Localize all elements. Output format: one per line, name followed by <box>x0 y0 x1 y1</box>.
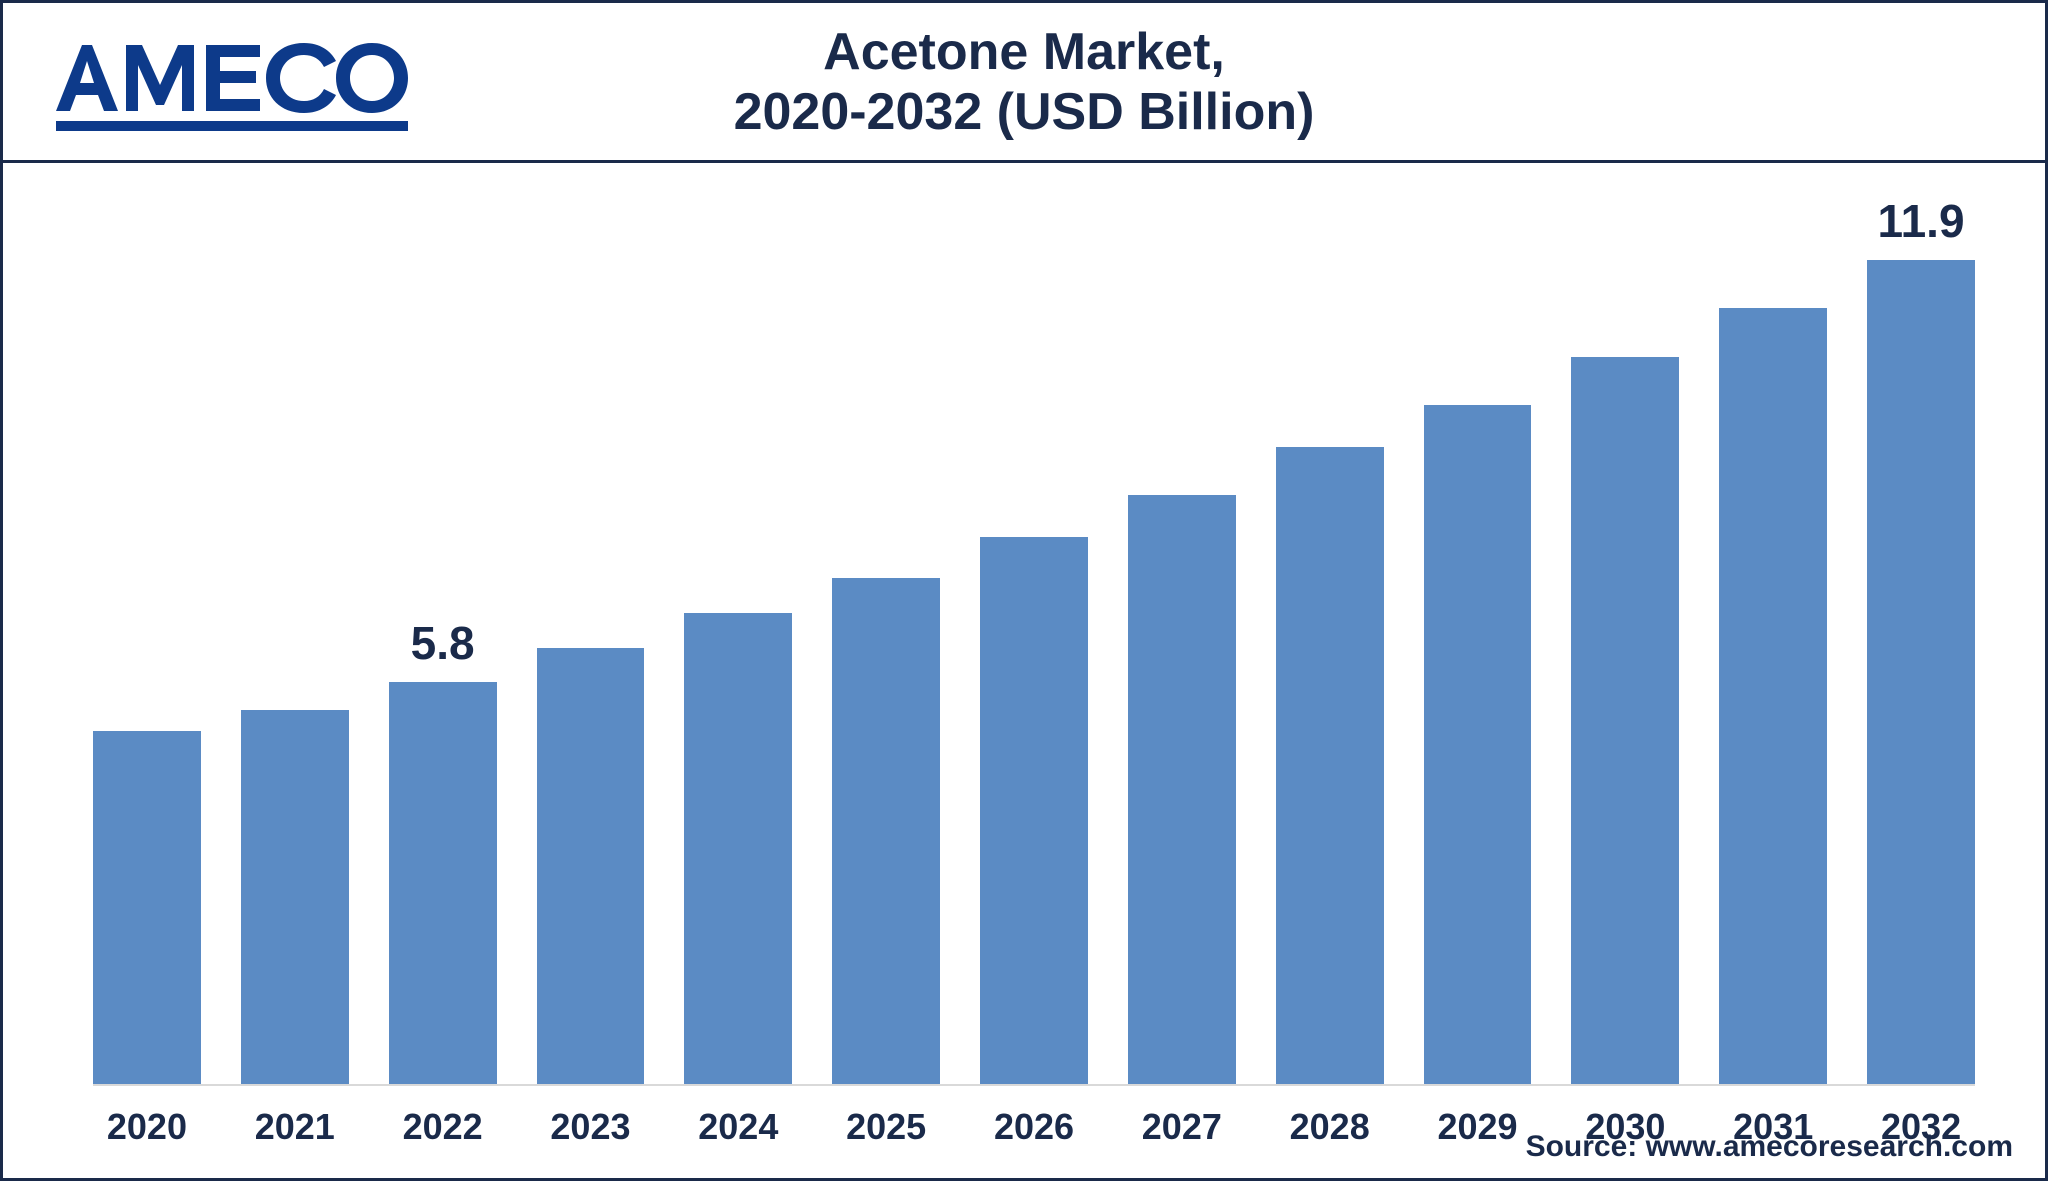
chart-header: Acetone Market, 2020-2032 (USD Billion) <box>3 3 2045 163</box>
category-label: 2020 <box>93 1106 201 1148</box>
chart-plot-area: 5.8 11.9 2020 2021 2022 2023 2024 2025 2026 2027… <box>3 163 2045 1178</box>
bar-value-label: 11.9 <box>1867 194 1975 248</box>
bar-wrap: 11.9 <box>1867 253 1975 1084</box>
bar-wrap <box>832 253 940 1084</box>
bar <box>1424 405 1532 1084</box>
bar-wrap <box>537 253 645 1084</box>
bar <box>93 731 201 1084</box>
bar <box>684 613 792 1084</box>
bar <box>1571 357 1679 1084</box>
bar <box>832 578 940 1084</box>
category-label: 2023 <box>537 1106 645 1148</box>
category-label: 2025 <box>832 1106 940 1148</box>
bar-wrap <box>241 253 349 1084</box>
bar-wrap <box>1571 253 1679 1084</box>
bar-wrap <box>1128 253 1236 1084</box>
chart-frame: Acetone Market, 2020-2032 (USD Billion) … <box>0 0 2048 1181</box>
category-label: 2024 <box>684 1106 792 1148</box>
category-label: 2026 <box>980 1106 1088 1148</box>
bar-wrap <box>93 253 201 1084</box>
bar-value-label: 5.8 <box>389 616 497 670</box>
bar <box>1867 260 1975 1084</box>
category-label: 2028 <box>1276 1106 1384 1148</box>
bar-wrap: 5.8 <box>389 253 497 1084</box>
category-label: 2021 <box>241 1106 349 1148</box>
bars-container: 5.8 11.9 <box>93 253 1975 1086</box>
bar <box>1719 308 1827 1084</box>
bar <box>537 648 645 1084</box>
category-label: 2022 <box>389 1106 497 1148</box>
source-text: Source: www.amecoresearch.com <box>1526 1130 2013 1164</box>
bar-wrap <box>684 253 792 1084</box>
bar-wrap <box>980 253 1088 1084</box>
category-label: 2027 <box>1128 1106 1236 1148</box>
category-label: 2029 <box>1424 1106 1532 1148</box>
bar <box>980 537 1088 1084</box>
bar <box>1276 447 1384 1084</box>
bar <box>1128 495 1236 1084</box>
bar <box>389 682 497 1084</box>
brand-logo <box>48 31 408 135</box>
bar-wrap <box>1719 253 1827 1084</box>
bar <box>241 710 349 1084</box>
ameco-logo-icon <box>48 31 408 135</box>
bar-wrap <box>1424 253 1532 1084</box>
bar-wrap <box>1276 253 1384 1084</box>
